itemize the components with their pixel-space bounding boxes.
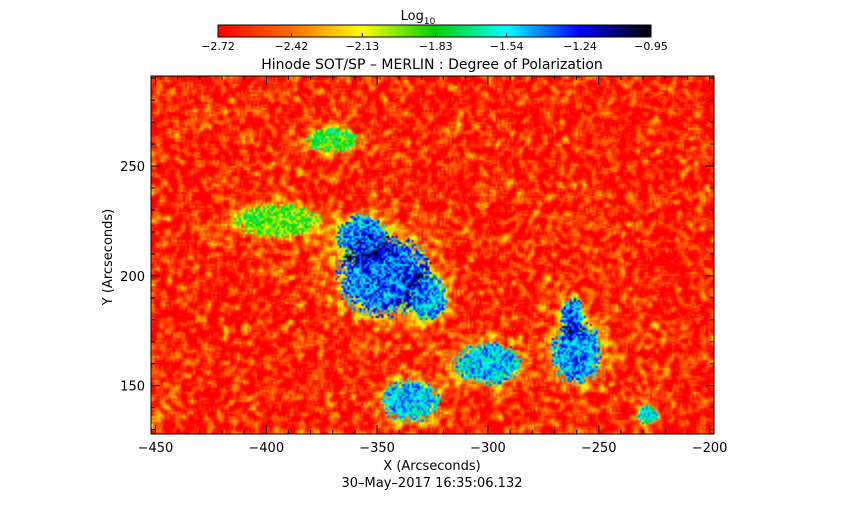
timestamp: 30–May–2017 16:35:06.132 — [342, 476, 523, 491]
x-tick-label: −300 — [470, 441, 506, 456]
colorbar — [217, 24, 652, 38]
colorbar-label-subscript: 10 — [424, 17, 436, 27]
y-tick-label: 250 — [120, 160, 145, 175]
colorbar-tick-label: −2.13 — [345, 40, 379, 53]
colorbar-tick-label: −1.54 — [490, 40, 524, 53]
heatmap-image — [151, 76, 714, 434]
colorbar-label: Log10 — [401, 9, 436, 27]
chart-title: Hinode SOT/SP – MERLIN : Degree of Polar… — [261, 57, 603, 73]
x-tick-label: −350 — [359, 441, 395, 456]
colorbar-ticks: −2.72 −2.42 −2.13 −1.83 −1.54 −1.24 −0.95 — [201, 33, 668, 53]
x-tick-label: −250 — [581, 441, 617, 456]
y-axis: 150 200 250 — [120, 77, 714, 431]
colorbar-tick-label: −0.95 — [634, 40, 668, 53]
colorbar-tick-label: −2.72 — [201, 40, 235, 53]
x-axis-label: X (Arcseconds) — [383, 459, 480, 474]
y-axis-label: Y (Arcseconds) — [101, 209, 116, 306]
y-tick-label: 150 — [120, 380, 145, 395]
y-tick-label: 200 — [120, 270, 145, 285]
plot-frame — [150, 75, 715, 435]
x-tick-label: −200 — [692, 441, 728, 456]
colorbar-tick-label: −2.42 — [275, 40, 309, 53]
x-axis: −450 −400 −350 −300 −250 −200 — [138, 76, 728, 456]
colorbar-tick-label: −1.24 — [563, 40, 597, 53]
x-tick-label: −400 — [248, 441, 284, 456]
polarization-map — [151, 76, 714, 434]
colorbar-tick-label: −1.83 — [419, 40, 453, 53]
x-tick-label: −450 — [138, 441, 174, 456]
